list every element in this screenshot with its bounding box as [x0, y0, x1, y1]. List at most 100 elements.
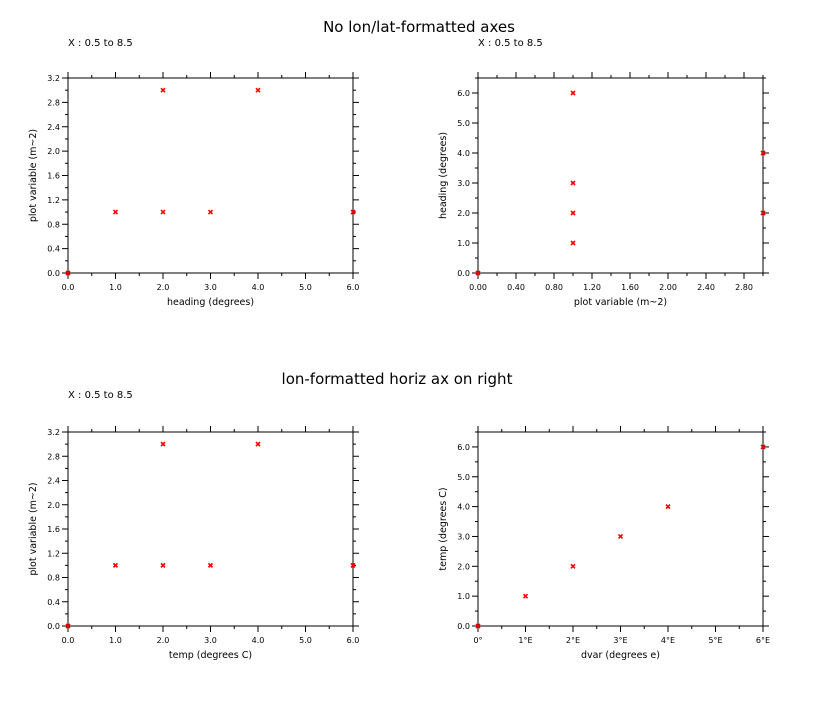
y-tick-label: 2.0 — [457, 209, 470, 218]
x-tick-label: 2.0 — [157, 283, 170, 292]
data-point — [255, 441, 261, 447]
y-tick-label: 2.8 — [47, 98, 60, 107]
x-tick-label: 4.0 — [252, 636, 265, 645]
y-tick-label: 6.0 — [457, 443, 470, 452]
data-point-stroke — [760, 150, 766, 156]
y-tick-label: 5.0 — [457, 473, 470, 482]
y-tick-label: 4.0 — [457, 149, 470, 158]
data-point-stroke — [65, 270, 71, 276]
y-axis-label: temp (degrees C) — [438, 487, 449, 570]
plot-frame — [477, 77, 764, 274]
x-tick-label: 4°E — [661, 636, 675, 645]
bottom-title: lon-formatted horiz ax on right — [282, 370, 513, 388]
data-point — [665, 504, 671, 510]
x-tick-label: 1.0 — [109, 636, 122, 645]
data-point-stroke — [160, 87, 166, 93]
top-title: No lon/lat-formatted axes — [323, 18, 515, 36]
data-point — [522, 593, 529, 599]
data-point — [65, 623, 71, 629]
subtitle: X : 0.5 to 8.5 — [68, 390, 133, 401]
y-tick-label: 1.6 — [47, 525, 60, 534]
data-point-stroke — [760, 210, 766, 216]
x-tick-label: 0.00 — [469, 283, 487, 292]
data-point — [760, 150, 766, 156]
data-point-stroke — [112, 562, 119, 568]
data-point-stroke — [112, 209, 119, 215]
data-point — [160, 87, 166, 93]
data-point-stroke — [160, 441, 166, 447]
y-tick-label: 1.2 — [47, 196, 60, 205]
data-point — [112, 562, 119, 568]
data-point — [570, 90, 576, 96]
x-tick-label: 4.0 — [252, 283, 265, 292]
y-tick-label: 1.6 — [47, 172, 60, 181]
y-tick-label: 0.0 — [457, 269, 470, 278]
y-axis-label: plot variable (m~2) — [28, 482, 39, 575]
data-point-stroke — [570, 180, 576, 186]
data-point-stroke — [475, 623, 481, 629]
subtitle: X : 0.5 to 8.5 — [478, 38, 543, 49]
x-tick-label: 6°E — [756, 636, 770, 645]
y-tick-label: 5.0 — [457, 119, 470, 128]
plot-frame — [67, 431, 354, 627]
data-point — [350, 209, 356, 215]
data-point-stroke — [570, 563, 576, 569]
plot-frame — [67, 77, 354, 274]
x-tick-label: 2.00 — [659, 283, 677, 292]
y-tick-label: 0.4 — [47, 598, 60, 607]
y-tick-label: 3.0 — [457, 532, 470, 541]
chart-panel-2: X : 0.5 to 8.5 0.00 0.40 0.80 1.20 1.60 2.00 2.… — [438, 38, 769, 308]
data-point-stroke — [570, 240, 576, 246]
y-axis-label: plot variable (m~2) — [28, 129, 39, 222]
x-tick-label: 3.0 — [204, 283, 217, 292]
y-tick-label: 6.0 — [457, 89, 470, 98]
data-point-stroke — [160, 209, 166, 215]
data-point — [207, 209, 214, 215]
data-point-stroke — [65, 623, 71, 629]
chart-panel-1: X : 0.5 to 8.5 0.0 1.0 2.0 3.0 4.0 5.0 6.0 0.0 0.… — [28, 38, 359, 308]
y-tick-label: 1.2 — [47, 549, 60, 558]
data-point-stroke — [350, 209, 356, 215]
y-tick-label: 3.2 — [47, 428, 60, 437]
data-point-stroke — [522, 593, 529, 599]
data-point — [760, 444, 766, 450]
data-point — [475, 623, 481, 629]
data-point — [617, 533, 624, 540]
x-tick-label: 0.0 — [62, 636, 75, 645]
data-point-stroke — [255, 87, 261, 93]
x-tick-label: 0.40 — [507, 283, 525, 292]
data-point — [160, 562, 166, 568]
chart-panel-4: 0° 1°E 2°E 3°E 4°E 5°E 6°E 0.0 1.0 2.0 3.0 4.0 5.0 6.… — [438, 426, 770, 661]
y-tick-label: 2.0 — [47, 147, 60, 156]
x-tick-label: 6.0 — [347, 283, 360, 292]
data-point — [570, 240, 576, 246]
x-axis-label: heading (degrees) — [167, 297, 254, 308]
y-tick-label: 0.0 — [457, 622, 470, 631]
plot-panels: X : 0.5 to 8.50.0 1.0 2.0 3.0 4.0 5.0 6.00.00.… — [28, 38, 770, 661]
y-tick-label: 0.4 — [47, 245, 60, 254]
y-tick-label: 2.4 — [47, 477, 60, 486]
data-point — [475, 270, 481, 276]
data-point — [570, 563, 576, 569]
x-axis-label: temp (degrees C) — [169, 650, 252, 661]
data-point — [160, 441, 166, 447]
data-point-stroke — [255, 441, 261, 447]
y-tick-label: 0.0 — [47, 622, 60, 631]
x-tick-label: 3.0 — [204, 636, 217, 645]
x-tick-label: 1.0 — [109, 283, 122, 292]
x-tick-label: 1°E — [518, 636, 532, 645]
data-point — [760, 210, 766, 216]
x-tick-label: 1.20 — [583, 283, 601, 292]
x-tick-label: 2.80 — [735, 283, 753, 292]
x-tick-label: 0.80 — [545, 283, 563, 292]
plot-frame — [477, 431, 764, 627]
data-point-stroke — [617, 533, 624, 540]
data-point — [570, 210, 576, 216]
x-tick-label: 5.0 — [299, 636, 312, 645]
x-tick-label: 5°E — [708, 636, 722, 645]
y-tick-label: 3.0 — [457, 179, 470, 188]
data-point-stroke — [207, 209, 214, 215]
x-axis-label: dvar (degrees e) — [581, 650, 660, 661]
chart-panel-3: X : 0.5 to 8.5 0.0 1.0 2.0 3.0 4.0 5.0 6.0 0.0 0.… — [28, 390, 359, 661]
